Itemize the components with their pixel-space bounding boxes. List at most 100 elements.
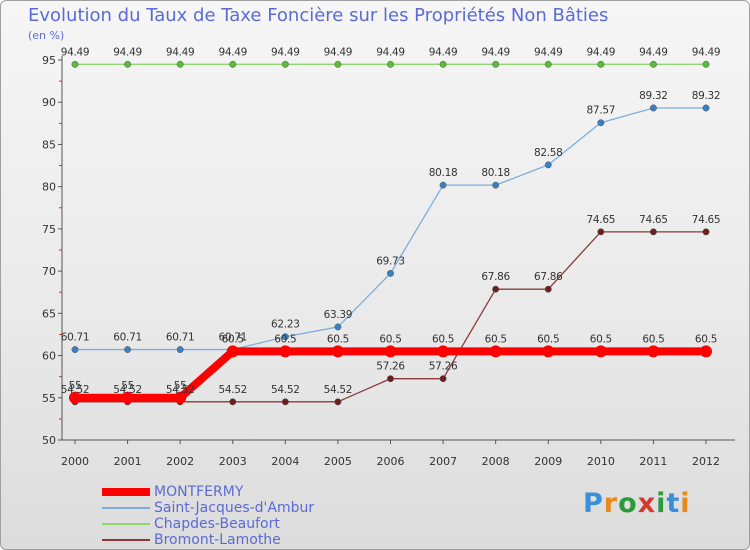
data-point bbox=[387, 269, 394, 277]
data-point bbox=[649, 104, 657, 112]
series-line-1 bbox=[74, 107, 707, 351]
data-label: 87.57 bbox=[587, 105, 616, 117]
data-point bbox=[281, 398, 289, 406]
data-point bbox=[331, 345, 344, 358]
data-label: 94.49 bbox=[692, 46, 721, 58]
x-tick-label: 2006 bbox=[377, 455, 405, 468]
data-point bbox=[124, 346, 132, 354]
legend-label: Bromont-Lamothe bbox=[154, 532, 281, 548]
data-label: 54.52 bbox=[271, 384, 300, 396]
data-label: 94.49 bbox=[639, 46, 668, 58]
legend-label: Chapdes-Beaufort bbox=[154, 516, 280, 532]
y-tick-label: 55 bbox=[42, 392, 56, 405]
data-label: 55 bbox=[174, 380, 187, 392]
data-label: 89.32 bbox=[692, 90, 721, 102]
data-point bbox=[226, 345, 239, 358]
data-label: 54.52 bbox=[61, 384, 90, 396]
data-label: 60.5 bbox=[642, 333, 664, 345]
data-label: 74.65 bbox=[587, 214, 616, 226]
data-point bbox=[702, 104, 710, 112]
logo-letter: o bbox=[618, 488, 638, 519]
data-label: 60.5 bbox=[537, 333, 559, 345]
data-label: 94.49 bbox=[61, 46, 90, 58]
data-label: 60.5 bbox=[379, 333, 401, 345]
data-label: 57.26 bbox=[429, 361, 458, 373]
data-point bbox=[334, 398, 342, 406]
x-tick-label: 2008 bbox=[482, 455, 510, 468]
data-label: 82.58 bbox=[534, 147, 563, 159]
data-label: 94.49 bbox=[113, 46, 142, 58]
data-label: 94.49 bbox=[376, 46, 405, 58]
logo-letter: t bbox=[666, 488, 681, 519]
data-point bbox=[229, 398, 237, 406]
data-label: 54.52 bbox=[218, 384, 247, 396]
data-point bbox=[544, 161, 552, 169]
data-point bbox=[702, 228, 710, 236]
data-label: 80.18 bbox=[481, 167, 510, 179]
data-label: 54.52 bbox=[113, 384, 142, 396]
y-tick-label: 70 bbox=[42, 265, 56, 278]
data-point bbox=[279, 345, 292, 358]
data-point bbox=[594, 345, 607, 358]
data-label: 62.23 bbox=[271, 319, 300, 331]
data-label: 94.49 bbox=[218, 46, 247, 58]
logo-letter: x bbox=[637, 488, 657, 519]
data-point bbox=[597, 228, 605, 236]
chart-title: Evolution du Taux de Taxe Foncière sur l… bbox=[28, 5, 609, 26]
data-label: 69.73 bbox=[376, 255, 405, 267]
x-tick-label: 2009 bbox=[534, 455, 562, 468]
x-tick-label: 2007 bbox=[429, 455, 457, 468]
data-point bbox=[69, 391, 81, 404]
legend-swatch bbox=[102, 507, 150, 509]
data-point bbox=[439, 375, 447, 383]
data-point bbox=[597, 60, 605, 68]
data-point bbox=[700, 345, 712, 358]
data-label: 94.49 bbox=[534, 46, 563, 58]
data-label: 94.49 bbox=[324, 46, 353, 58]
x-tick-label: 2004 bbox=[271, 455, 299, 468]
data-label: 60.71 bbox=[218, 332, 247, 344]
y-tick-label: 60 bbox=[42, 350, 56, 363]
logo-letter: i bbox=[680, 488, 691, 519]
data-point bbox=[387, 60, 394, 68]
data-point bbox=[176, 346, 184, 354]
data-point bbox=[176, 60, 184, 68]
data-point bbox=[489, 345, 502, 358]
x-tick-label: 2011 bbox=[639, 455, 667, 468]
y-tick-label: 65 bbox=[42, 307, 56, 320]
data-label: 60.5 bbox=[695, 333, 717, 345]
data-point bbox=[492, 60, 500, 68]
data-label: 60.5 bbox=[432, 333, 454, 345]
data-label: 57.26 bbox=[376, 361, 405, 373]
data-point bbox=[334, 60, 342, 68]
data-label: 94.49 bbox=[429, 46, 458, 58]
data-label: 74.65 bbox=[639, 214, 668, 226]
legend-label: Saint-Jacques-d'Ambur bbox=[154, 500, 315, 516]
data-label: 60.71 bbox=[166, 332, 195, 344]
data-point bbox=[649, 60, 657, 68]
data-point bbox=[71, 60, 79, 68]
data-point bbox=[647, 345, 660, 358]
y-tick-label: 95 bbox=[42, 54, 56, 67]
x-tick-label: 2003 bbox=[219, 455, 247, 468]
legend-label: MONTFERMY bbox=[154, 484, 244, 500]
logo-letter: P bbox=[583, 488, 604, 519]
data-label: 67.86 bbox=[534, 271, 563, 283]
data-label: 60.5 bbox=[590, 333, 612, 345]
legend-swatch bbox=[102, 523, 150, 525]
logo-letter: r bbox=[603, 488, 619, 519]
data-label: 54.52 bbox=[166, 384, 195, 396]
data-label: 94.49 bbox=[481, 46, 510, 58]
data-point bbox=[229, 60, 237, 68]
data-label: 74.65 bbox=[692, 214, 721, 226]
data-point bbox=[597, 119, 605, 127]
data-label: 55 bbox=[121, 380, 134, 392]
logo-letter: i bbox=[656, 488, 667, 519]
data-label: 94.49 bbox=[587, 46, 616, 58]
data-point bbox=[439, 60, 447, 68]
y-tick-label: 85 bbox=[42, 138, 56, 151]
data-label: 67.86 bbox=[481, 271, 510, 283]
data-label: 60.5 bbox=[274, 333, 296, 345]
